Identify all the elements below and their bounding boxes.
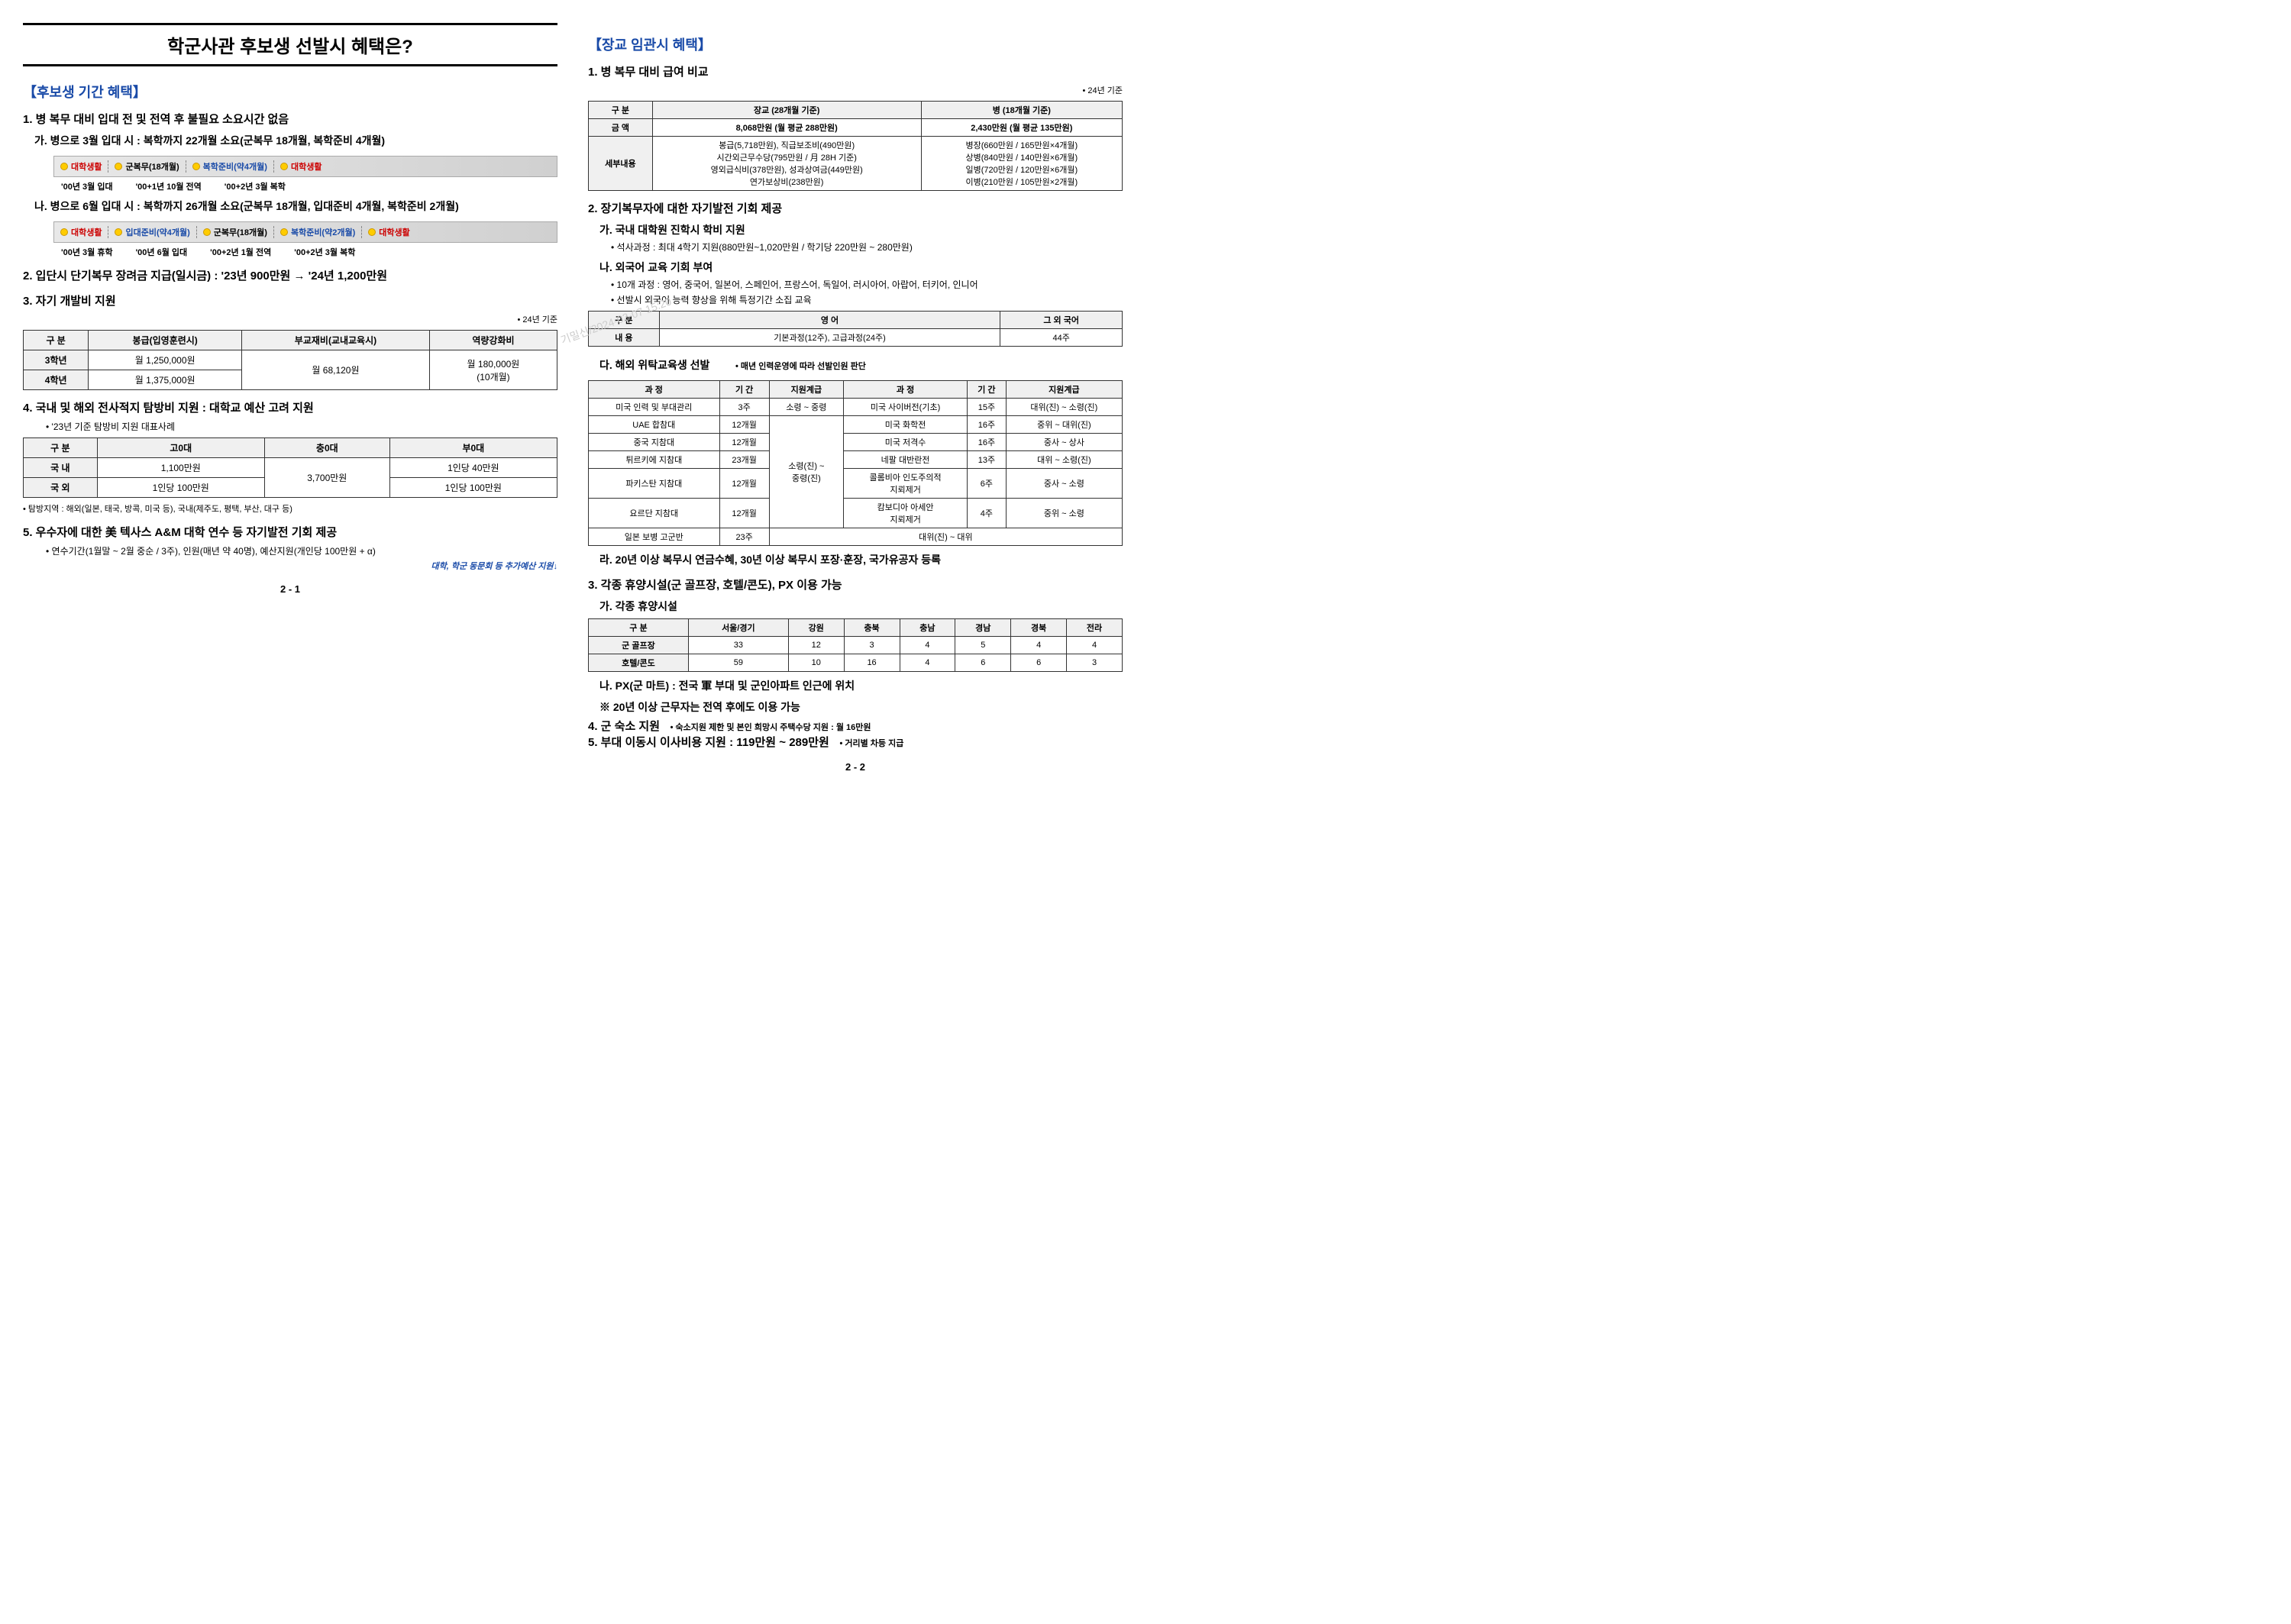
r4-note: • 숙소지원 제한 및 본인 희망시 주택수당 지원 : 월 16만원 <box>670 723 871 732</box>
r3b-note: ※ 20년 이상 근무자는 전역 후에도 이용 가능 <box>588 699 1123 715</box>
r2d: 라. 20년 이상 복무시 연금수혜, 30년 이상 복무시 포장·훈장, 국가… <box>588 552 1123 567</box>
heading-5: 5. 우수자에 대한 美 텍사스 A&M 대학 연수 등 자기발전 기회 제공 <box>23 524 557 540</box>
heading-4: 4. 국내 및 해외 전사적지 탐방비 지원 : 대학교 예산 고려 지원 <box>23 399 557 415</box>
r2c: 다. 해외 위탁교육생 선발 <box>588 357 709 373</box>
h4-bullet: • '23년 기준 탐방비 지원 대표사례 <box>23 420 557 433</box>
r2b: 나. 외국어 교육 기회 부여 <box>588 260 1123 275</box>
timeline-2: 대학생활 입대준비(약4개월) 군복무(18개월) 복학준비(약2개월) 대학생… <box>53 221 557 258</box>
r2a-bullet: • 석사과정 : 최대 4학기 지원(880만원~1,020만원 / 학기당 2… <box>588 241 1123 253</box>
r3a: 가. 각종 휴양시설 <box>588 599 1123 614</box>
page-num-left: 2 - 1 <box>23 583 557 595</box>
h4-note: • 탐방지역 : 해외(일본, 태국, 방콕, 미국 등), 국내(제주도, 평… <box>23 502 557 515</box>
r1-note: • 24년 기준 <box>588 84 1123 96</box>
table-r2c: 과 정 기 간 지원계급 과 정 기 간 지원계급 미국 인력 및 부대관리 3… <box>588 380 1123 546</box>
section-1-title: 【후보생 기간 혜택】 <box>23 82 557 102</box>
heading-1: 1. 병 복무 대비 입대 전 및 전역 후 불필요 소요시간 없음 <box>23 111 557 127</box>
r5-note: • 거리별 차등 지급 <box>839 739 903 748</box>
section-2-title: 【장교 임관시 혜택】 <box>588 34 1123 54</box>
timeline-1: 대학생활 군복무(18개월) 복학준비(약4개월) 대학생활 '00년 3월 입… <box>53 156 557 192</box>
r3b: 나. PX(군 마트) : 전국 軍 부대 및 군인아파트 인근에 위치 <box>588 678 1123 693</box>
table-4: 구 분 고0대 충0대 부0대 국 내 1,100만원 3,700만원 1인당 … <box>23 437 557 498</box>
table-r3: 구 분 서울/경기 강원 충북 충남 경남 경북 전라 군 골프장 33 12 … <box>588 618 1123 672</box>
r-heading-3: 3. 각종 휴양시설(군 골프장, 호텔/콘도), PX 이용 가능 <box>588 576 1123 592</box>
page-left: 학군사관 후보생 선발시 혜택은? 【후보생 기간 혜택】 1. 병 복무 대비… <box>23 23 557 773</box>
r-heading-2: 2. 장기복무자에 대한 자기발전 기회 제공 <box>588 200 1123 216</box>
page-num-right: 2 - 2 <box>588 761 1123 773</box>
h5-bullet: • 연수기간(1월말 ~ 2월 중순 / 3주), 인원(매년 약 40명), … <box>23 544 557 557</box>
r2b-bullet2: • 선발시 외국어 능력 향상을 위해 특정기간 소집 교육 <box>588 293 1123 306</box>
main-title: 학군사관 후보생 선발시 혜택은? <box>23 23 557 66</box>
h3-note: • 24년 기준 <box>23 313 557 325</box>
r-heading-4: 4. 군 숙소 지원 <box>588 720 660 733</box>
table-r2b: 구 분 영 어 그 외 국어 내 용 기본과정(12주), 고급과정(24주) … <box>588 311 1123 347</box>
table-3: 구 분 봉급(입영훈련시) 부교재비(교내교육시) 역량강화비 3학년 월 1,… <box>23 330 557 390</box>
r2c-note: • 매년 인력운영에 따라 선발인원 판단 <box>735 362 866 371</box>
heading-3: 3. 자기 개발비 지원 <box>23 292 557 308</box>
r-heading-1: 1. 병 복무 대비 급여 비교 <box>588 63 1123 79</box>
r-heading-5: 5. 부대 이동시 이사비용 지원 : 119만원 ~ 289만원 <box>588 736 829 749</box>
h5-note: 대학, 학군 동문회 등 추가예산 지원↓ <box>23 560 557 572</box>
heading-2: 2. 입단시 단기복무 장려금 지급(일시금) : '23년 900만원 → '… <box>23 267 557 283</box>
r2b-bullet1: • 10개 과정 : 영어, 중국어, 일본어, 스페인어, 프랑스어, 독일어… <box>588 278 1123 291</box>
page-right: 기밀신/2024-02-07 15:20 【장교 임관시 혜택】 1. 병 복무… <box>588 23 1123 773</box>
heading-1a: 가. 병으로 3월 입대 시 : 복학까지 22개월 소요(군복무 18개월, … <box>23 133 557 148</box>
table-r1: 구 분 장교 (28개월 기준) 병 (18개월 기준) 금 액 8,068만원… <box>588 101 1123 191</box>
r2a: 가. 국내 대학원 진학시 학비 지원 <box>588 222 1123 237</box>
heading-1b: 나. 병으로 6월 입대 시 : 복학까지 26개월 소요(군복무 18개월, … <box>23 199 557 214</box>
